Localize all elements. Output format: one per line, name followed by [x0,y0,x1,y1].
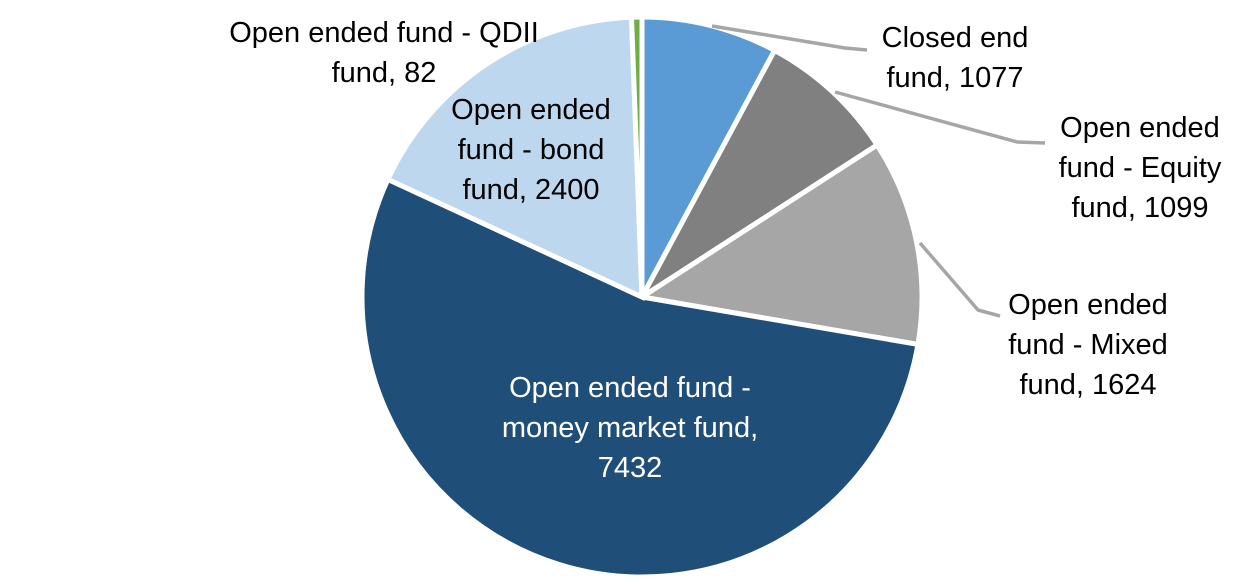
pie-slice-bond [384,14,645,301]
pie-slices [359,14,925,580]
leader-line-mixed-fund [918,241,1001,318]
pie-slice-equity [639,47,881,300]
slice-label-equity-fund: Open ended fund - Equity fund, 1099 [1058,112,1222,224]
slice-label-money-market-fund: Open ended fund - money market fund, 743… [501,372,759,484]
slice-label-qdii-fund: Open ended fund - QDII fund, 82 [229,17,539,89]
leader-line-closed-end-fund [711,24,868,52]
pie-slice-qdii [628,14,645,298]
slice-label-closed-end-fund: Closed end fund, 1077 [881,22,1029,94]
pie-slice-closed-end [639,14,779,299]
leader-line-equity-fund [834,90,1046,145]
pie-slice-mixed [635,141,925,348]
slice-label-mixed-fund: Open ended fund - Mixed fund, 1624 [1008,289,1168,401]
slice-label-bond-fund: Open ended fund - bond fund, 2400 [451,94,611,206]
pie-slice-money-market [359,176,921,580]
